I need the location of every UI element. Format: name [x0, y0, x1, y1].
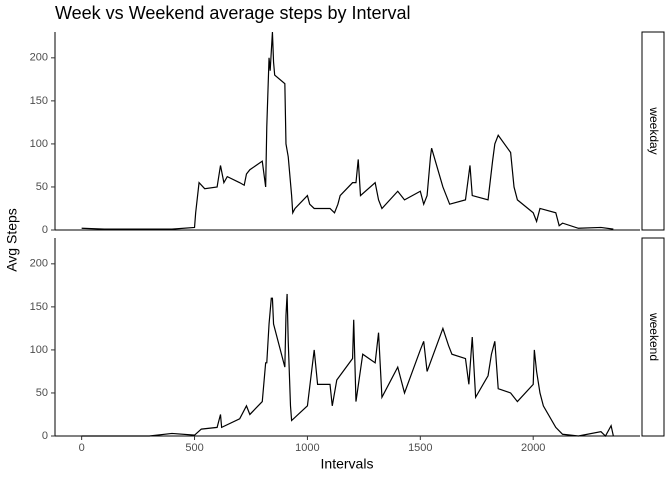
y-tick-label: 100: [30, 138, 48, 150]
y-tick-label: 200: [30, 52, 48, 64]
y-tick-label: 0: [42, 430, 48, 442]
y-tick-label: 100: [30, 344, 48, 356]
y-tick-label: 200: [30, 258, 48, 270]
facet-strip: [641, 31, 665, 231]
chart-title: Week vs Weekend average steps by Interva…: [55, 3, 411, 23]
y-tick-label: 150: [30, 301, 48, 313]
y-tick-label: 50: [36, 181, 48, 193]
y-tick-label: 150: [30, 95, 48, 107]
facet-label: weekday: [647, 106, 661, 154]
facet-label: weekend: [647, 312, 661, 361]
y-axis-label: Avg Steps: [4, 208, 20, 272]
x-axis-label: Intervals: [321, 456, 374, 472]
x-tick-label: 500: [185, 442, 203, 454]
x-tick-label: 2000: [521, 442, 545, 454]
x-tick-label: 0: [79, 442, 85, 454]
y-tick-label: 50: [36, 387, 48, 399]
y-tick-label: 0: [42, 224, 48, 236]
x-tick-label: 1500: [408, 442, 432, 454]
data-line: [81, 31, 614, 230]
facet-strip: [641, 237, 665, 437]
data-line: [81, 293, 614, 437]
x-tick-label: 1000: [295, 442, 319, 454]
